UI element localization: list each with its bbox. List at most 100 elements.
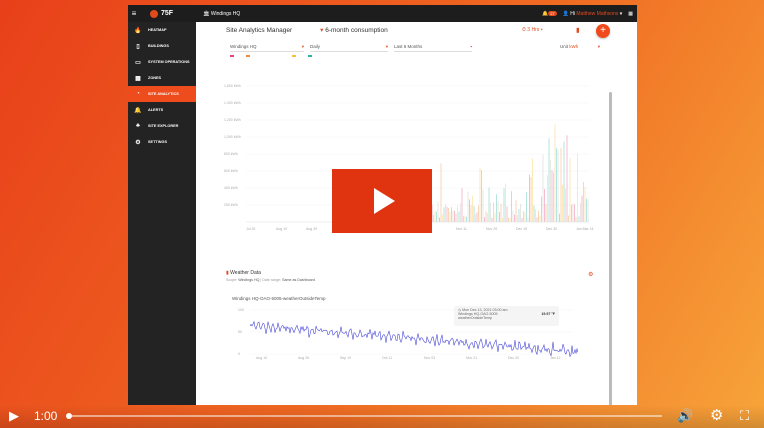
sidebar-item-site-analytics[interactable]: ◔ SITE ANALYTICS bbox=[128, 86, 196, 102]
x-tick-label: Nov 03 bbox=[424, 356, 435, 360]
tooltip-value: 19.97 °F bbox=[541, 312, 555, 316]
bar bbox=[539, 215, 541, 222]
y-tick-label: 50 bbox=[238, 330, 242, 334]
bar bbox=[494, 212, 496, 222]
unit-dropdown[interactable]: Unit kWh ▾ bbox=[560, 44, 600, 49]
apps-icon[interactable]: ▦ bbox=[628, 10, 633, 17]
legend-swatch[interactable] bbox=[246, 55, 250, 57]
sidebar-item-label: SYSTEM OPERATIONS bbox=[148, 60, 190, 64]
bar bbox=[569, 157, 571, 222]
menu-icon[interactable]: ≡ bbox=[131, 9, 137, 18]
bar bbox=[545, 203, 547, 222]
sidebar-item-label: ALERTS bbox=[148, 108, 164, 112]
add-button[interactable]: + bbox=[596, 24, 610, 38]
x-tick-label: Aug 29 bbox=[306, 227, 317, 231]
bell-icon[interactable]: 🔔 27 bbox=[541, 10, 557, 17]
progress-bar[interactable] bbox=[68, 415, 662, 417]
bar bbox=[454, 210, 455, 222]
date-range-field[interactable]: Last 6 Months ▪ bbox=[394, 44, 472, 52]
bar bbox=[499, 212, 500, 222]
y-tick-label: 200 kWh bbox=[224, 203, 238, 207]
y-tick-label: 100 bbox=[238, 308, 244, 312]
refresh-selector[interactable]: ⏱ 3 Hrs ▾ bbox=[522, 27, 543, 33]
bar bbox=[451, 207, 452, 222]
legend-swatch[interactable] bbox=[230, 55, 234, 57]
sidebar-item-settings[interactable]: ⚙ SETTINGS bbox=[128, 134, 196, 150]
bar bbox=[466, 216, 467, 222]
sidebar-item-label: BUILDINGS bbox=[148, 44, 169, 48]
bar bbox=[526, 192, 527, 222]
bar bbox=[530, 177, 532, 222]
bar bbox=[460, 203, 461, 222]
bar bbox=[559, 213, 560, 222]
bar bbox=[439, 217, 440, 222]
sidebar-item-buildings[interactable]: ▯ BUILDINGS bbox=[128, 38, 196, 54]
sidebar: 🔥 HEATMAP ▯ BUILDINGS ▭ SYSTEM OPERATIONS ▦ ZON… bbox=[128, 22, 196, 405]
volume-icon[interactable]: 🔊 bbox=[677, 408, 694, 423]
legend-swatch[interactable] bbox=[292, 55, 296, 57]
x-tick-label: Jul 29 bbox=[246, 227, 255, 231]
bar bbox=[434, 210, 436, 222]
interval-dropdown[interactable]: Daily ▾ bbox=[310, 44, 388, 52]
bell-icon: 🔔 bbox=[134, 107, 142, 114]
bar bbox=[583, 181, 584, 222]
bar bbox=[517, 215, 518, 222]
export-icon[interactable]: ▮ bbox=[576, 27, 580, 34]
y-tick-label: 600 kWh bbox=[224, 169, 238, 173]
bar bbox=[520, 203, 521, 222]
bar bbox=[551, 170, 553, 222]
bar bbox=[452, 210, 454, 222]
gear-icon: ⚙ bbox=[135, 139, 141, 146]
bar bbox=[464, 215, 466, 222]
bar bbox=[445, 204, 446, 222]
site-dropdown[interactable]: Windings HQ ▾ bbox=[230, 44, 304, 52]
refresh-value: 3 Hrs bbox=[527, 27, 540, 33]
site-value: Windings HQ bbox=[230, 44, 257, 49]
temperature-line bbox=[249, 320, 578, 358]
bar bbox=[578, 216, 580, 222]
view-selector[interactable]: ▾ 6-month consumption bbox=[320, 27, 388, 34]
bar bbox=[496, 194, 497, 222]
greeting: Hi bbox=[570, 10, 575, 17]
x-tick-label: Dec 15 bbox=[516, 227, 527, 231]
main-content: Site Analytics Manager ▾ 6-month consump… bbox=[196, 22, 637, 405]
user-menu[interactable]: 👤 Hi Matthew Mathsons ▾ bbox=[562, 10, 623, 17]
interval-value: Daily bbox=[310, 44, 321, 49]
bar bbox=[476, 212, 478, 222]
bar bbox=[467, 191, 469, 222]
bar bbox=[457, 205, 458, 222]
bar bbox=[490, 202, 491, 222]
y-tick-label: 800 kWh bbox=[224, 152, 238, 156]
play-button[interactable] bbox=[332, 169, 432, 233]
legend-swatch[interactable] bbox=[308, 55, 312, 57]
bar bbox=[575, 217, 577, 222]
bar bbox=[544, 189, 545, 222]
scope-label: Scope: bbox=[226, 278, 238, 282]
site-selector[interactable]: 🏛 Windings HQ bbox=[203, 10, 241, 17]
sidebar-item-alerts[interactable]: 🔔 ALERTS bbox=[128, 102, 196, 118]
scope-value: Windings HQ bbox=[238, 278, 260, 282]
x-tick-label: Nov 11 bbox=[456, 227, 467, 231]
calendar-icon: ▪ bbox=[470, 44, 472, 49]
fullscreen-icon[interactable]: ⛶ bbox=[740, 408, 750, 423]
site-name: Windings HQ bbox=[210, 10, 241, 17]
sidebar-item-site-explorer[interactable]: ♣ SITE EXPLORER bbox=[128, 118, 196, 134]
play-icon[interactable]: ▶ bbox=[9, 408, 19, 423]
gear-icon[interactable]: ⚙ bbox=[588, 272, 594, 278]
tooltip-date: Mon Dec 13, 2021 03:00 am bbox=[462, 308, 508, 312]
bar bbox=[469, 199, 470, 222]
bar bbox=[554, 124, 556, 222]
sidebar-item-heatmap[interactable]: 🔥 HEATMAP bbox=[128, 22, 196, 38]
sidebar-item-system-operations[interactable]: ▭ SYSTEM OPERATIONS bbox=[128, 54, 196, 70]
bar bbox=[443, 207, 445, 222]
x-tick-label: Jan 12 bbox=[550, 356, 561, 360]
bar bbox=[485, 211, 487, 222]
scrollbar[interactable] bbox=[609, 92, 612, 405]
sidebar-item-zones[interactable]: ▦ ZONES bbox=[128, 70, 196, 86]
settings-icon[interactable]: ⚙ bbox=[710, 407, 724, 424]
y-tick-label: 1,200 kWh bbox=[224, 118, 241, 122]
y-tick-label: 1,000 kWh bbox=[224, 135, 241, 139]
chart-legend bbox=[230, 55, 312, 57]
progress-handle[interactable] bbox=[66, 413, 72, 419]
weather-widget: ▮ Weather Data Scope: Windings HQ | Date… bbox=[226, 270, 326, 301]
